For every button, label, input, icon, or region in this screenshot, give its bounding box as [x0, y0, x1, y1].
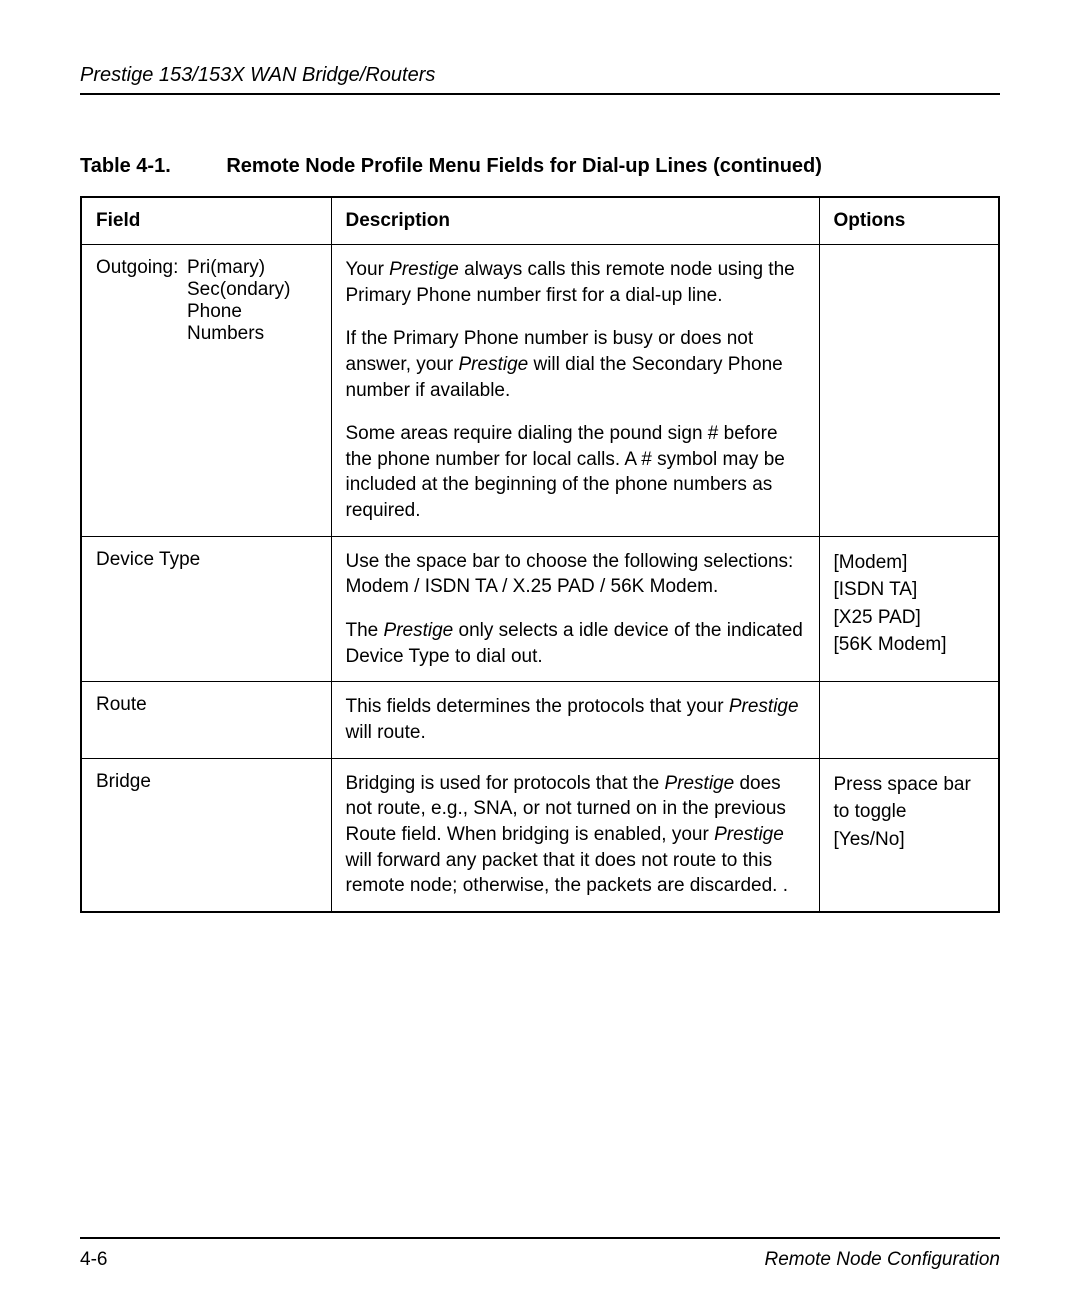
table-header-row: Field Description Options	[81, 197, 999, 245]
col-header-options: Options	[819, 197, 999, 245]
description-paragraph: Use the space bar to choose the followin…	[346, 549, 805, 600]
italic-text: Prestige	[384, 620, 454, 641]
col-header-field: Field	[81, 197, 331, 245]
caption-title: Remote Node Profile Menu Fields for Dial…	[226, 155, 822, 178]
options-cell: [Modem][ISDN TA][X25 PAD][56K Modem]	[819, 536, 999, 682]
options-cell	[819, 682, 999, 758]
running-header: Prestige 153/153X WAN Bridge/Routers	[80, 64, 1000, 95]
italic-text: Prestige	[459, 354, 529, 375]
field-main-label: Outgoing:	[82, 245, 187, 357]
description-paragraph: Bridging is used for protocols that the …	[346, 771, 805, 899]
body-text: Your	[346, 259, 390, 280]
options-cell	[819, 245, 999, 537]
body-text: This fields determines the protocols tha…	[346, 696, 729, 717]
field-cell: Outgoing:Pri(mary) Sec(ondary) Phone Num…	[81, 245, 331, 537]
table-body: Outgoing:Pri(mary) Sec(ondary) Phone Num…	[81, 245, 999, 912]
page-footer: 4-6 Remote Node Configuration	[80, 1237, 1000, 1271]
description-cell: Bridging is used for protocols that the …	[331, 758, 819, 912]
option-value: [ISDN TA]	[834, 576, 985, 604]
description-paragraph: Your Prestige always calls this remote n…	[346, 257, 805, 308]
body-text: Use the space bar to choose the followin…	[346, 551, 794, 598]
caption-label: Table 4-1.	[80, 155, 171, 178]
body-text: will route.	[346, 722, 426, 743]
description-paragraph: This fields determines the protocols tha…	[346, 694, 805, 745]
description-paragraph: The Prestige only selects a idle device …	[346, 618, 805, 669]
field-cell: Route	[81, 682, 331, 758]
description-paragraph: If the Primary Phone number is busy or d…	[346, 326, 805, 403]
body-text: will forward any packet that it does not…	[346, 850, 789, 897]
description-cell: This fields determines the protocols tha…	[331, 682, 819, 758]
description-paragraph: Some areas require dialing the pound sig…	[346, 421, 805, 524]
option-value: [Yes/No]	[834, 826, 985, 854]
col-header-description: Description	[331, 197, 819, 245]
description-cell: Your Prestige always calls this remote n…	[331, 245, 819, 537]
table-row: Device Type Use the space bar to choose t…	[81, 536, 999, 682]
italic-text: Prestige	[714, 824, 784, 845]
description-cell: Use the space bar to choose the followin…	[331, 536, 819, 682]
field-cell: Bridge	[81, 758, 331, 912]
table-caption: Table 4-1. Remote Node Profile Menu Fiel…	[80, 155, 1000, 178]
table-row: Outgoing:Pri(mary) Sec(ondary) Phone Num…	[81, 245, 999, 537]
options-cell: Press space bar to toggle[Yes/No]	[819, 758, 999, 912]
footer-section-title: Remote Node Configuration	[764, 1249, 1000, 1271]
italic-text: Prestige	[729, 696, 799, 717]
italic-text: Prestige	[664, 773, 734, 794]
option-value: [56K Modem]	[834, 631, 985, 659]
table-row: Route This fields determines the protocol…	[81, 682, 999, 758]
document-page: Prestige 153/153X WAN Bridge/Routers Tab…	[0, 0, 1080, 1311]
profile-table: Field Description Options Outgoing:Pri(m…	[80, 196, 1000, 913]
italic-text: Prestige	[389, 259, 459, 280]
table-row: BridgeBridging is used for protocols tha…	[81, 758, 999, 912]
body-text: Some areas require dialing the pound sig…	[346, 423, 785, 521]
field-cell: Device Type	[81, 536, 331, 682]
body-text: The	[346, 620, 384, 641]
option-value: Press space bar to toggle	[834, 771, 985, 826]
field-sub-label: Pri(mary) Sec(ondary) Phone Numbers	[187, 245, 331, 357]
option-value: [X25 PAD]	[834, 604, 985, 632]
option-value: [Modem]	[834, 549, 985, 577]
footer-page-number: 4-6	[80, 1249, 107, 1271]
body-text: Bridging is used for protocols that the	[346, 773, 665, 794]
